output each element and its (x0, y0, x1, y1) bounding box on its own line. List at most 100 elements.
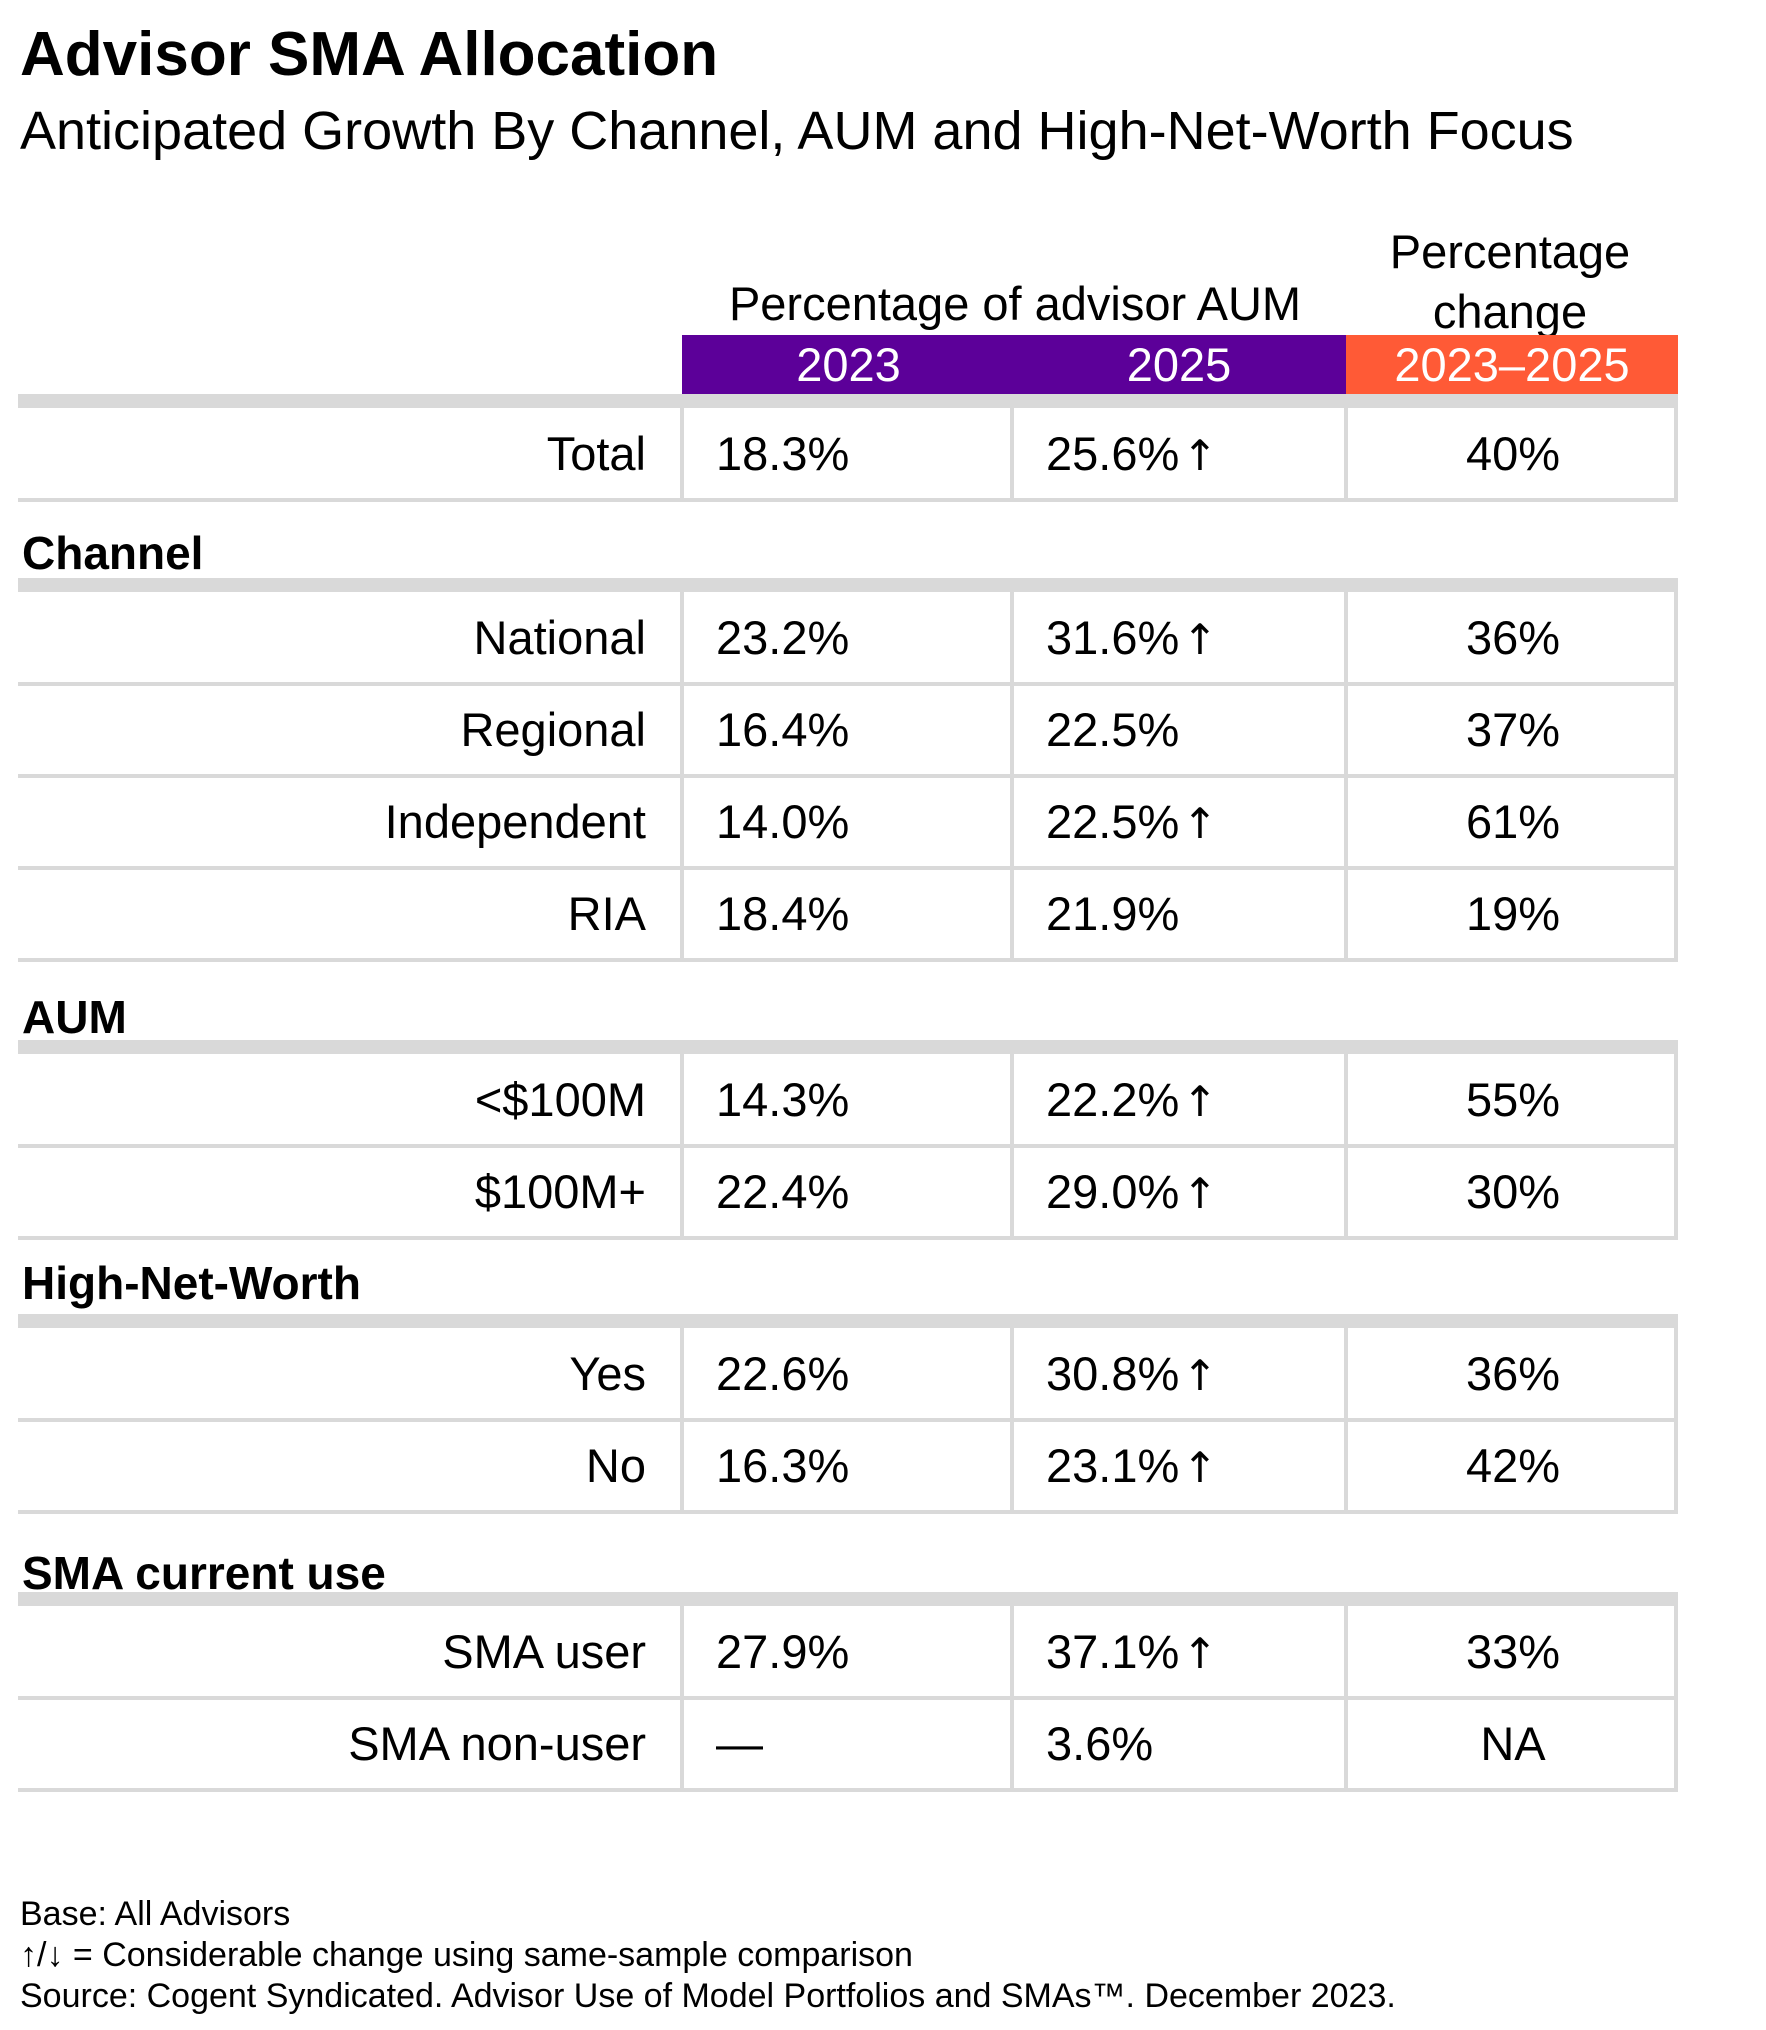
value-2023: 14.3% (716, 1073, 850, 1126)
value-change: 61% (1465, 795, 1561, 848)
percentage-change-header: Percentage change (1389, 225, 1631, 338)
section-header: AUM (22, 991, 127, 1043)
value-2023: 18.3% (716, 427, 850, 480)
column-rule (1010, 1606, 1014, 1790)
row-label: No (585, 1439, 646, 1492)
up-arrow-icon: ↑ (1182, 1077, 1218, 1126)
column-rule (680, 592, 684, 960)
value-2023: 14.0% (716, 795, 850, 848)
value-change: 55% (1465, 1073, 1561, 1126)
section-header: High-Net-Worth (22, 1257, 361, 1309)
value-change: 30% (1465, 1165, 1561, 1218)
row-label: Regional (460, 703, 646, 756)
column-rule (1674, 1054, 1678, 1238)
row-label: Total (546, 427, 646, 480)
column-rule (1674, 408, 1678, 500)
column-rule (680, 1054, 684, 1238)
footnote-base: Base: All Advisors (20, 1895, 291, 1933)
total-block-top-rule (18, 394, 1678, 408)
value-2025: 23.1%↑ (1046, 1420, 1217, 1514)
row-rule (18, 1788, 1678, 1792)
row-rule (18, 1510, 1678, 1514)
value-2025: 21.9% (1046, 887, 1180, 940)
value-change: 19% (1465, 887, 1561, 940)
column-rule (680, 1606, 684, 1790)
value-2023: 27.9% (716, 1625, 850, 1678)
column-rule (1010, 592, 1014, 960)
column-rule (1674, 1328, 1678, 1512)
value-change: 37% (1465, 703, 1561, 756)
value-2023: 22.6% (716, 1347, 850, 1400)
value-2023: — (716, 1717, 763, 1770)
row-rule (18, 1144, 1678, 1148)
row-label: Independent (384, 795, 646, 848)
up-arrow-icon: ↑ (1182, 799, 1218, 848)
column-rule (1010, 1054, 1014, 1238)
section-header: SMA current use (22, 1547, 386, 1599)
row-label: <$100M (474, 1073, 646, 1126)
aum-column-group-header: Percentage of advisor AUM (728, 277, 1302, 330)
column-rule (680, 408, 684, 500)
up-arrow-icon: ↑ (1182, 1629, 1218, 1678)
section-1-top-rule (18, 1040, 1678, 1054)
column-rule (1344, 408, 1348, 500)
value-2023: 18.4% (716, 887, 850, 940)
row-label: SMA non-user (348, 1717, 646, 1770)
column-rule (1010, 408, 1014, 500)
column-rule (680, 1328, 684, 1512)
section-header: Channel (22, 527, 204, 579)
up-arrow-icon: ↑ (1182, 1169, 1218, 1218)
row-rule (18, 958, 1678, 962)
value-change: 36% (1465, 611, 1561, 664)
value-2023: 16.3% (716, 1439, 850, 1492)
row-rule (18, 682, 1678, 686)
value-2025: 30.8%↑ (1046, 1328, 1217, 1422)
column-rule (1344, 592, 1348, 960)
value-2025: 22.5% (1046, 703, 1180, 756)
up-arrow-icon: ↑ (1182, 431, 1218, 480)
section-2-top-rule (18, 1314, 1678, 1328)
header-change-2023-2025: 2023–2025 (1346, 335, 1678, 394)
value-2025: 29.0%↑ (1046, 1146, 1217, 1240)
value-change: NA (1480, 1717, 1546, 1770)
value-change: 36% (1465, 1347, 1561, 1400)
header-2025: 2025 (1012, 335, 1346, 394)
value-change: 42% (1465, 1439, 1561, 1492)
value-2023: 22.4% (716, 1165, 850, 1218)
up-arrow-icon: ↑ (1182, 615, 1218, 664)
value-change: 33% (1465, 1625, 1561, 1678)
chart-subtitle: Anticipated Growth By Channel, AUM and H… (20, 101, 1574, 161)
up-arrow-icon: ↑ (1182, 1351, 1218, 1400)
column-rule (1344, 1328, 1348, 1512)
value-2025: 37.1%↑ (1046, 1606, 1217, 1700)
value-2023: 16.4% (716, 703, 850, 756)
row-label: National (473, 611, 646, 664)
value-change: 40% (1465, 427, 1561, 480)
row-rule (18, 1236, 1678, 1240)
value-2023: 23.2% (716, 611, 850, 664)
column-rule (1344, 1606, 1348, 1790)
section-0-top-rule (18, 578, 1678, 592)
row-rule (18, 498, 1678, 502)
column-rule (1674, 592, 1678, 960)
value-2025: 25.6%↑ (1046, 408, 1217, 502)
row-rule (18, 1418, 1678, 1422)
header-2023: 2023 (682, 335, 1015, 394)
up-arrow-icon: ↑ (1182, 1443, 1218, 1492)
row-label: $100M+ (474, 1165, 646, 1218)
row-label: RIA (567, 887, 646, 940)
row-rule (18, 1696, 1678, 1700)
row-label: SMA user (442, 1625, 646, 1678)
row-rule (18, 866, 1678, 870)
value-2025: 3.6% (1046, 1717, 1154, 1770)
chart-title: Advisor SMA Allocation (20, 20, 719, 89)
section-3-top-rule (18, 1592, 1678, 1606)
footnote-source: Source: Cogent Syndicated. Advisor Use o… (20, 1977, 1396, 2015)
column-rule (1010, 1328, 1014, 1512)
row-rule (18, 774, 1678, 778)
column-rule (1674, 1606, 1678, 1790)
column-rule (1344, 1054, 1348, 1238)
value-2025: 31.6%↑ (1046, 592, 1217, 686)
value-2025: 22.5%↑ (1046, 776, 1217, 870)
value-2025: 22.2%↑ (1046, 1054, 1217, 1148)
